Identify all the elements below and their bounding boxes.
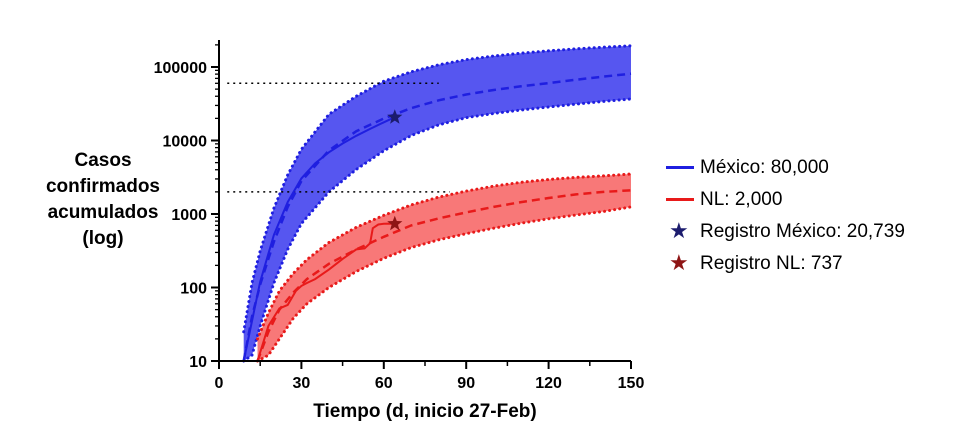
legend-item-nl: NL: 2,000	[666, 184, 905, 216]
mexico-record-line	[242, 116, 396, 362]
legend-label: México: 80,000	[700, 157, 829, 178]
y-axis-title-line: confirmados	[45, 176, 161, 197]
y-axis-title-line: (log)	[82, 228, 124, 249]
nl-band-upper	[256, 172, 633, 341]
nl-projection-line	[256, 189, 632, 362]
nl-record-line	[256, 222, 395, 362]
y-axis-title: Casos confirmados acumulados (log)	[28, 148, 178, 252]
legend-label: Registro México: 20,739	[700, 221, 905, 242]
mexico-band-upper	[242, 44, 633, 334]
nl-record-star	[387, 215, 403, 231]
x-axis-title: Tiempo (d, inicio 27-Feb)	[313, 401, 536, 422]
mexico-record-star	[387, 109, 403, 124]
x-tick-label: 150	[618, 375, 645, 392]
legend-star-icon: ★	[669, 218, 689, 243]
y-tick-label: 10	[189, 354, 207, 371]
x-tick-label: 0	[215, 375, 224, 392]
y-axis-title-line: Casos	[74, 150, 132, 171]
legend-line-icon	[666, 152, 700, 184]
legend-star-icon: ★	[669, 250, 689, 275]
legend-label: Registro NL: 737	[700, 253, 843, 274]
x-tick-label: 120	[535, 375, 562, 392]
x-tick-label: 90	[457, 375, 475, 392]
y-tick-label: 10000	[163, 134, 208, 151]
legend-item-registro-mexico: ★ Registro México: 20,739	[666, 216, 905, 248]
mexico-band	[243, 45, 631, 362]
legend-label: NL: 2,000	[700, 189, 783, 210]
y-tick-label: 100000	[154, 60, 207, 77]
chart-legend: México: 80,000 NL: 2,000 ★ Registro Méxi…	[666, 152, 905, 280]
x-tick-label: 60	[375, 375, 393, 392]
mexico-band-lower	[242, 97, 633, 363]
nl-band-lower	[256, 205, 633, 363]
mexico-projection-line	[242, 72, 632, 362]
y-axis-title-line: acumulados	[47, 202, 159, 223]
legend-item-registro-nl: ★ Registro NL: 737	[666, 248, 905, 280]
legend-line-icon	[666, 184, 700, 216]
legend-item-mexico: México: 80,000	[666, 152, 905, 184]
y-tick-label: 1000	[171, 207, 207, 224]
x-tick-label: 30	[293, 375, 311, 392]
y-tick-label: 100	[180, 281, 207, 298]
